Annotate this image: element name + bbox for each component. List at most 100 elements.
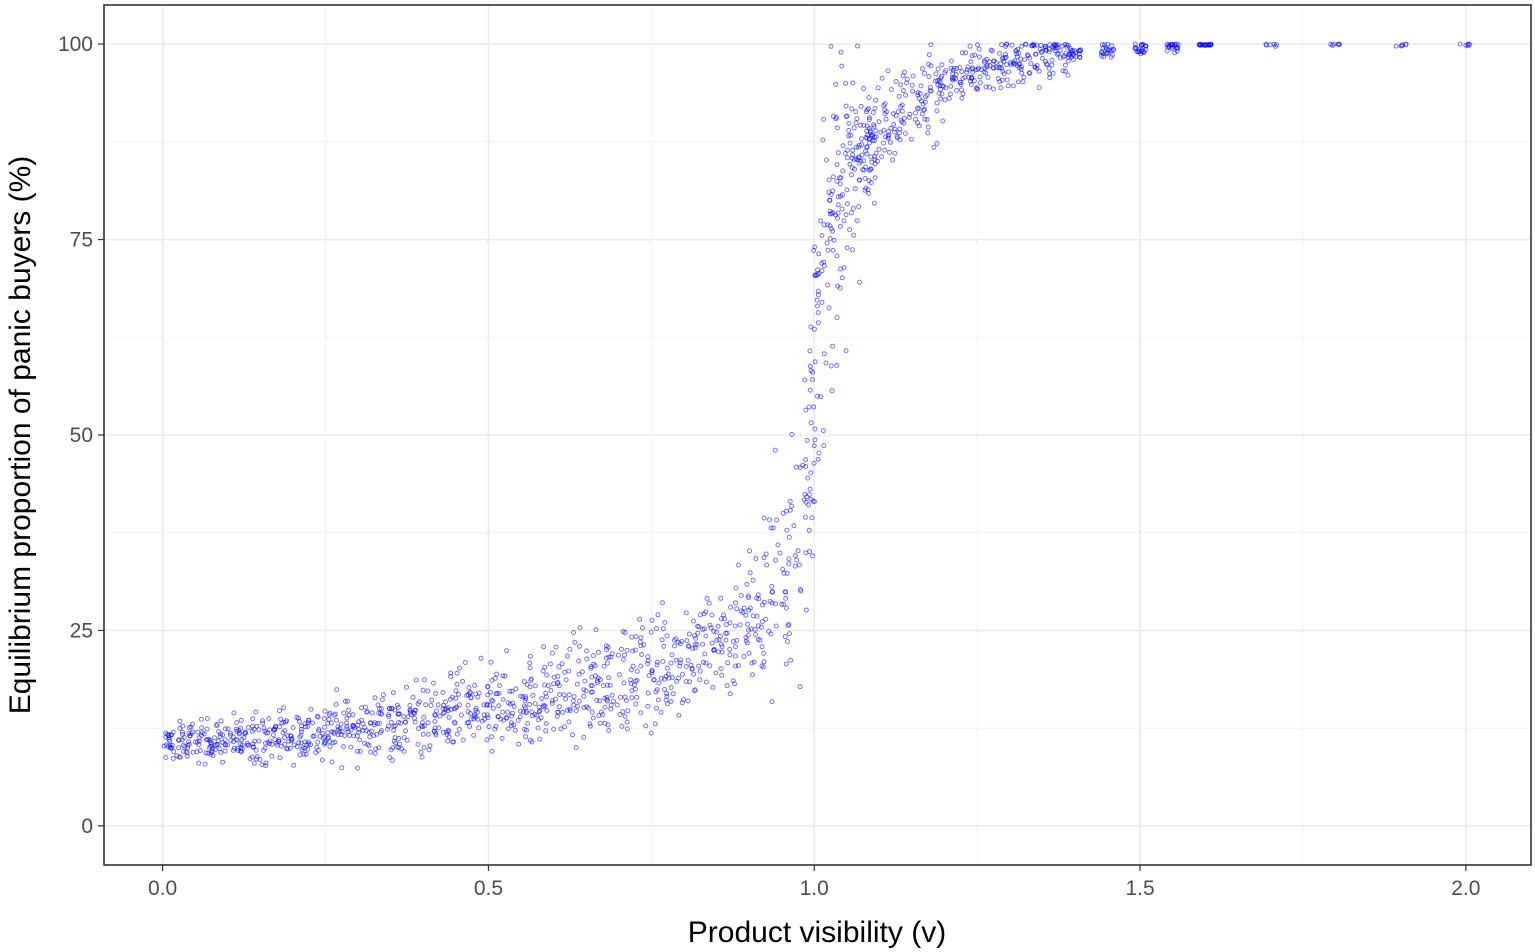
data-point xyxy=(511,722,517,728)
data-point xyxy=(904,80,910,86)
data-point xyxy=(761,659,767,665)
data-point xyxy=(582,678,588,684)
data-point xyxy=(760,664,766,670)
data-point xyxy=(192,739,198,745)
data-point xyxy=(896,93,902,99)
data-point xyxy=(464,692,470,698)
data-point xyxy=(500,709,506,715)
data-point xyxy=(812,244,818,250)
data-point xyxy=(492,726,498,732)
data-point xyxy=(548,688,554,693)
data-point xyxy=(922,116,928,122)
data-point xyxy=(448,670,454,676)
data-point xyxy=(315,739,321,745)
data-point xyxy=(288,733,294,739)
data-point xyxy=(1027,55,1033,61)
data-point xyxy=(851,125,857,131)
data-point xyxy=(633,634,639,640)
data-point xyxy=(589,689,595,695)
data-point xyxy=(1070,48,1076,53)
data-point xyxy=(528,677,534,683)
data-point xyxy=(513,686,519,692)
data-point xyxy=(1014,54,1020,60)
data-point xyxy=(781,601,787,607)
data-point xyxy=(899,108,905,114)
data-point xyxy=(828,363,834,369)
data-point xyxy=(315,747,321,753)
data-point xyxy=(977,74,983,80)
data-point xyxy=(660,659,666,664)
data-point xyxy=(212,742,218,748)
data-point xyxy=(711,628,717,634)
data-point xyxy=(753,632,758,637)
data-point xyxy=(692,633,698,639)
data-point xyxy=(803,407,809,413)
data-point xyxy=(826,177,832,183)
data-point xyxy=(991,58,997,64)
data-point xyxy=(253,709,259,715)
data-point xyxy=(865,187,871,193)
data-point xyxy=(948,58,954,64)
data-point xyxy=(303,751,309,757)
data-point xyxy=(868,154,874,160)
data-point xyxy=(759,619,765,625)
data-point xyxy=(664,665,670,671)
data-point xyxy=(697,668,703,674)
data-point xyxy=(818,218,823,224)
data-point xyxy=(481,712,487,718)
data-point xyxy=(290,725,296,730)
data-point xyxy=(925,124,931,130)
data-point xyxy=(821,222,827,228)
data-point xyxy=(796,562,802,568)
data-point xyxy=(959,87,964,93)
data-point xyxy=(721,612,727,618)
data-point xyxy=(821,259,827,265)
data-point xyxy=(891,121,897,127)
data-point xyxy=(505,709,511,715)
data-point xyxy=(588,683,594,688)
data-point xyxy=(968,82,974,87)
data-point xyxy=(648,629,654,635)
data-point xyxy=(342,733,348,739)
data-point xyxy=(317,734,323,739)
data-point xyxy=(234,720,240,725)
data-point xyxy=(266,716,272,721)
data-point xyxy=(420,731,426,737)
data-point xyxy=(709,640,715,646)
data-point xyxy=(418,749,424,755)
data-point xyxy=(659,600,665,606)
data-point xyxy=(761,515,767,521)
data-point xyxy=(996,65,1002,71)
data-point xyxy=(180,742,186,748)
data-point xyxy=(344,720,350,726)
data-point xyxy=(933,71,939,77)
data-point xyxy=(639,652,645,657)
data-point xyxy=(827,223,833,229)
data-point xyxy=(1133,45,1139,51)
data-point xyxy=(448,707,454,712)
data-point xyxy=(494,671,500,677)
data-point xyxy=(633,647,638,653)
data-point xyxy=(376,720,382,726)
data-point xyxy=(634,677,640,683)
data-point xyxy=(368,728,374,734)
data-point xyxy=(922,99,928,105)
data-points xyxy=(161,41,1473,771)
data-point xyxy=(839,206,845,212)
data-point xyxy=(888,87,894,92)
data-point xyxy=(186,741,192,747)
data-point xyxy=(697,677,703,683)
data-point xyxy=(853,156,859,162)
data-point xyxy=(392,723,398,729)
data-point xyxy=(537,708,543,714)
data-point xyxy=(344,726,350,732)
data-point xyxy=(465,709,471,715)
data-point xyxy=(311,733,317,739)
data-point xyxy=(401,714,407,720)
data-point xyxy=(543,721,549,726)
data-point xyxy=(843,103,849,109)
data-point xyxy=(638,710,644,716)
data-point xyxy=(1204,42,1210,48)
data-point xyxy=(622,714,628,719)
data-point xyxy=(808,324,814,330)
